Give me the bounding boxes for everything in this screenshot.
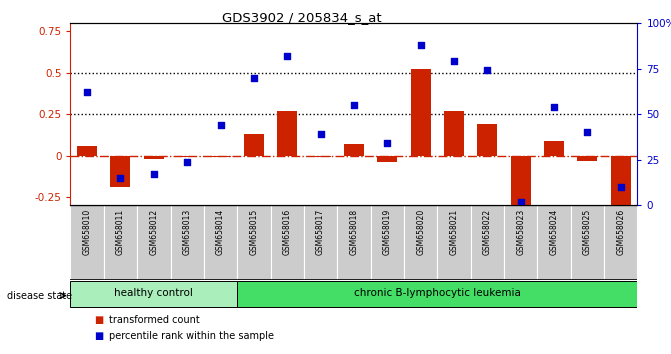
Bar [370, 205, 404, 280]
Bar [578, 156, 597, 161]
Text: GSM658017: GSM658017 [316, 209, 325, 255]
Bar [344, 144, 364, 156]
Point [115, 175, 126, 181]
Point [549, 104, 560, 110]
Text: GSM658012: GSM658012 [150, 209, 158, 255]
Point [215, 122, 226, 128]
Text: GSM658019: GSM658019 [382, 209, 392, 255]
Bar [177, 156, 197, 157]
Bar [70, 205, 104, 280]
Point [348, 102, 359, 108]
Bar [537, 205, 571, 280]
Bar [477, 124, 497, 156]
Bar [544, 141, 564, 156]
Bar [244, 134, 264, 156]
Text: GSM658022: GSM658022 [483, 209, 492, 255]
Bar [511, 156, 531, 205]
Bar [104, 205, 137, 280]
Text: transformed count: transformed count [109, 315, 199, 325]
Text: GSM658018: GSM658018 [350, 209, 358, 255]
Point [248, 75, 259, 80]
Bar [611, 156, 631, 209]
Text: GSM658016: GSM658016 [282, 209, 292, 255]
Bar [304, 205, 338, 280]
Bar [70, 281, 238, 307]
Point [582, 130, 592, 135]
Text: GSM658020: GSM658020 [416, 209, 425, 255]
Text: GDS3902 / 205834_s_at: GDS3902 / 205834_s_at [222, 11, 382, 24]
Bar [238, 205, 270, 280]
Point [615, 184, 626, 190]
Point [182, 159, 193, 164]
Text: GSM658013: GSM658013 [183, 209, 192, 255]
Bar [270, 205, 304, 280]
Bar [144, 156, 164, 159]
Text: GSM658026: GSM658026 [616, 209, 625, 255]
Text: GSM658011: GSM658011 [116, 209, 125, 255]
Text: GSM658023: GSM658023 [516, 209, 525, 255]
Text: GSM658024: GSM658024 [550, 209, 558, 255]
Text: healthy control: healthy control [114, 288, 193, 298]
Text: GSM658015: GSM658015 [250, 209, 258, 255]
Bar [604, 205, 637, 280]
Bar [277, 111, 297, 156]
Point [82, 90, 93, 95]
Bar [311, 156, 331, 157]
Point [282, 53, 293, 59]
Bar [211, 156, 231, 157]
Bar [137, 205, 170, 280]
Bar [404, 205, 437, 280]
Bar [338, 205, 370, 280]
Bar [470, 205, 504, 280]
Bar [437, 205, 470, 280]
Bar [77, 145, 97, 156]
Point [148, 171, 159, 177]
Point [482, 68, 493, 73]
Bar [238, 281, 637, 307]
Bar [204, 205, 238, 280]
Text: GSM658025: GSM658025 [583, 209, 592, 255]
Bar [571, 205, 604, 280]
Bar [170, 205, 204, 280]
Text: ■: ■ [94, 315, 103, 325]
Point [515, 199, 526, 205]
Text: chronic B-lymphocytic leukemia: chronic B-lymphocytic leukemia [354, 288, 521, 298]
Text: ■: ■ [94, 331, 103, 341]
Bar [111, 156, 130, 187]
Point [449, 58, 460, 64]
Point [382, 141, 393, 146]
Text: GSM658010: GSM658010 [83, 209, 92, 255]
Bar [444, 111, 464, 156]
Text: GSM658014: GSM658014 [216, 209, 225, 255]
Bar [411, 69, 431, 156]
Text: GSM658021: GSM658021 [450, 209, 458, 255]
Text: percentile rank within the sample: percentile rank within the sample [109, 331, 274, 341]
Point [315, 131, 326, 137]
Bar [377, 156, 397, 162]
Bar [504, 205, 537, 280]
Point [415, 42, 426, 48]
Text: disease state: disease state [7, 291, 72, 301]
